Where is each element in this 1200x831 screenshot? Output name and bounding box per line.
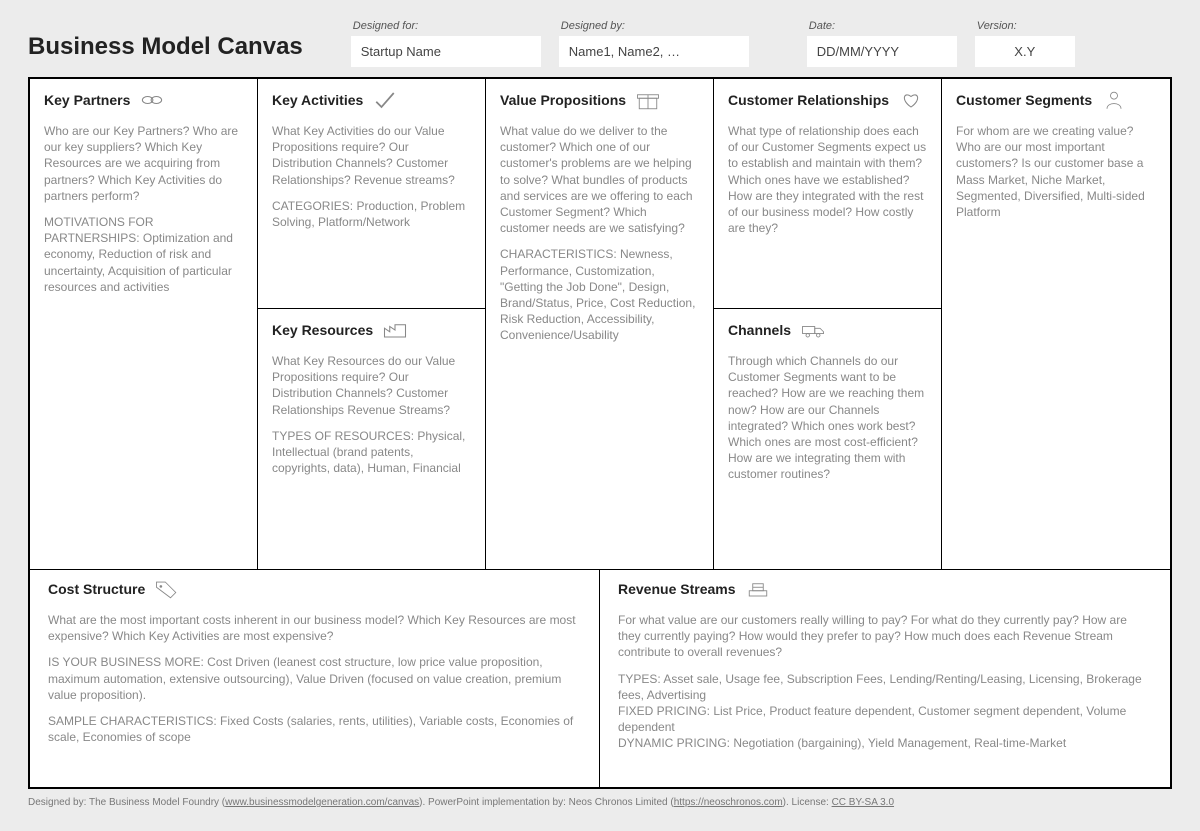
cell-key-resources[interactable]: Key Resources What Key Resources do our …: [258, 309, 485, 569]
footer-mid1: ). PowerPoint implementation by: Neos Ch…: [419, 797, 674, 808]
checkmark-icon: [371, 89, 399, 111]
cost-structure-title: Cost Structure: [48, 581, 145, 597]
version-input[interactable]: X.Y: [975, 36, 1075, 67]
cell-key-activities[interactable]: Key Activities What Key Activities do ou…: [258, 79, 485, 309]
col-customer-segments: Customer Segments For whom are we creati…: [942, 79, 1170, 569]
cell-customer-relationships[interactable]: Customer Relationships What type of rela…: [714, 79, 941, 309]
meta-designed-for: Designed for: Startup Name: [351, 20, 541, 67]
canvas-top-row: Key Partners Who are our Key Partners? W…: [30, 79, 1170, 569]
designed-by-input[interactable]: Name1, Name2, …: [559, 36, 749, 67]
col-key-partners: Key Partners Who are our Key Partners? W…: [30, 79, 258, 569]
canvas-bottom-row: Cost Structure What are the most importa…: [30, 569, 1170, 787]
key-activities-title: Key Activities: [272, 92, 363, 108]
key-activities-p1: What Key Activities do our Value Proposi…: [272, 123, 471, 188]
revenue-streams-title: Revenue Streams: [618, 581, 736, 597]
footer-mid2: ). License:: [783, 797, 832, 808]
header: Business Model Canvas Designed for: Star…: [28, 20, 1172, 67]
link-icon: [138, 89, 166, 111]
revenue-streams-p1: For what value are our customers really …: [618, 612, 1152, 661]
cell-channels[interactable]: Channels Through which Channels do our C…: [714, 309, 941, 569]
meta-date: Date: DD/MM/YYYY: [807, 20, 957, 67]
footer-link-3[interactable]: CC BY-SA 3.0: [832, 797, 894, 808]
channels-p1: Through which Channels do our Customer S…: [728, 353, 927, 483]
person-icon: [1100, 89, 1128, 111]
customer-relationships-p1: What type of relationship does each of o…: [728, 123, 927, 236]
meta-version: Version: X.Y: [975, 20, 1075, 67]
revenue-streams-p2: TYPES: Asset sale, Usage fee, Subscripti…: [618, 671, 1152, 752]
designed-for-label: Designed for:: [351, 20, 541, 32]
value-propositions-p1: What value do we deliver to the customer…: [500, 123, 699, 236]
canvas-grid: Key Partners Who are our Key Partners? W…: [28, 77, 1172, 789]
tag-icon: [153, 578, 181, 600]
key-resources-p1: What Key Resources do our Value Proposit…: [272, 353, 471, 418]
cell-revenue-streams[interactable]: Revenue Streams For what value are our c…: [600, 570, 1170, 787]
date-input[interactable]: DD/MM/YYYY: [807, 36, 957, 67]
customer-relationships-title: Customer Relationships: [728, 92, 889, 108]
version-label: Version:: [975, 20, 1075, 32]
value-propositions-p2: CHARACTERISTICS: Newness, Performance, C…: [500, 246, 699, 343]
cell-key-partners[interactable]: Key Partners Who are our Key Partners? W…: [30, 79, 257, 569]
cell-cost-structure[interactable]: Cost Structure What are the most importa…: [30, 570, 600, 787]
value-propositions-title: Value Propositions: [500, 92, 626, 108]
customer-segments-title: Customer Segments: [956, 92, 1092, 108]
date-label: Date:: [807, 20, 957, 32]
page-title: Business Model Canvas: [28, 33, 303, 67]
customer-segments-p1: For whom are we creating value? Who are …: [956, 123, 1156, 220]
cell-customer-segments[interactable]: Customer Segments For whom are we creati…: [942, 79, 1170, 569]
col-value-propositions: Value Propositions What value do we deli…: [486, 79, 714, 569]
gift-icon: [634, 89, 662, 111]
footer-prefix: Designed by: The Business Model Foundry …: [28, 797, 225, 808]
meta-designed-by: Designed by: Name1, Name2, …: [559, 20, 749, 67]
designed-for-input[interactable]: Startup Name: [351, 36, 541, 67]
channels-title: Channels: [728, 322, 791, 338]
key-partners-p1: Who are our Key Partners? Who are our ke…: [44, 123, 243, 204]
key-resources-p2: TYPES OF RESOURCES: Physical, Intellectu…: [272, 428, 471, 477]
footer-link-2[interactable]: https://neoschronos.com: [674, 797, 783, 808]
designed-by-label: Designed by:: [559, 20, 749, 32]
truck-icon: [799, 319, 827, 341]
key-activities-p2: CATEGORIES: Production, Problem Solving,…: [272, 198, 471, 230]
col-activities-resources: Key Activities What Key Activities do ou…: [258, 79, 486, 569]
footer: Designed by: The Business Model Foundry …: [28, 789, 1172, 808]
cell-value-propositions[interactable]: Value Propositions What value do we deli…: [486, 79, 713, 569]
factory-icon: [381, 319, 409, 341]
cash-register-icon: [744, 578, 772, 600]
key-resources-title: Key Resources: [272, 322, 373, 338]
key-partners-p2: MOTIVATIONS FOR PARTNERSHIPS: Optimizati…: [44, 214, 243, 295]
cost-structure-p1: What are the most important costs inhere…: [48, 612, 581, 644]
cost-structure-p2: IS YOUR BUSINESS MORE: Cost Driven (lean…: [48, 654, 581, 703]
heart-icon: [897, 89, 925, 111]
footer-link-1[interactable]: www.businessmodelgeneration.com/canvas: [225, 797, 419, 808]
col-relationships-channels: Customer Relationships What type of rela…: [714, 79, 942, 569]
cost-structure-p3: SAMPLE CHARACTERISTICS: Fixed Costs (sal…: [48, 713, 581, 745]
key-partners-title: Key Partners: [44, 92, 130, 108]
